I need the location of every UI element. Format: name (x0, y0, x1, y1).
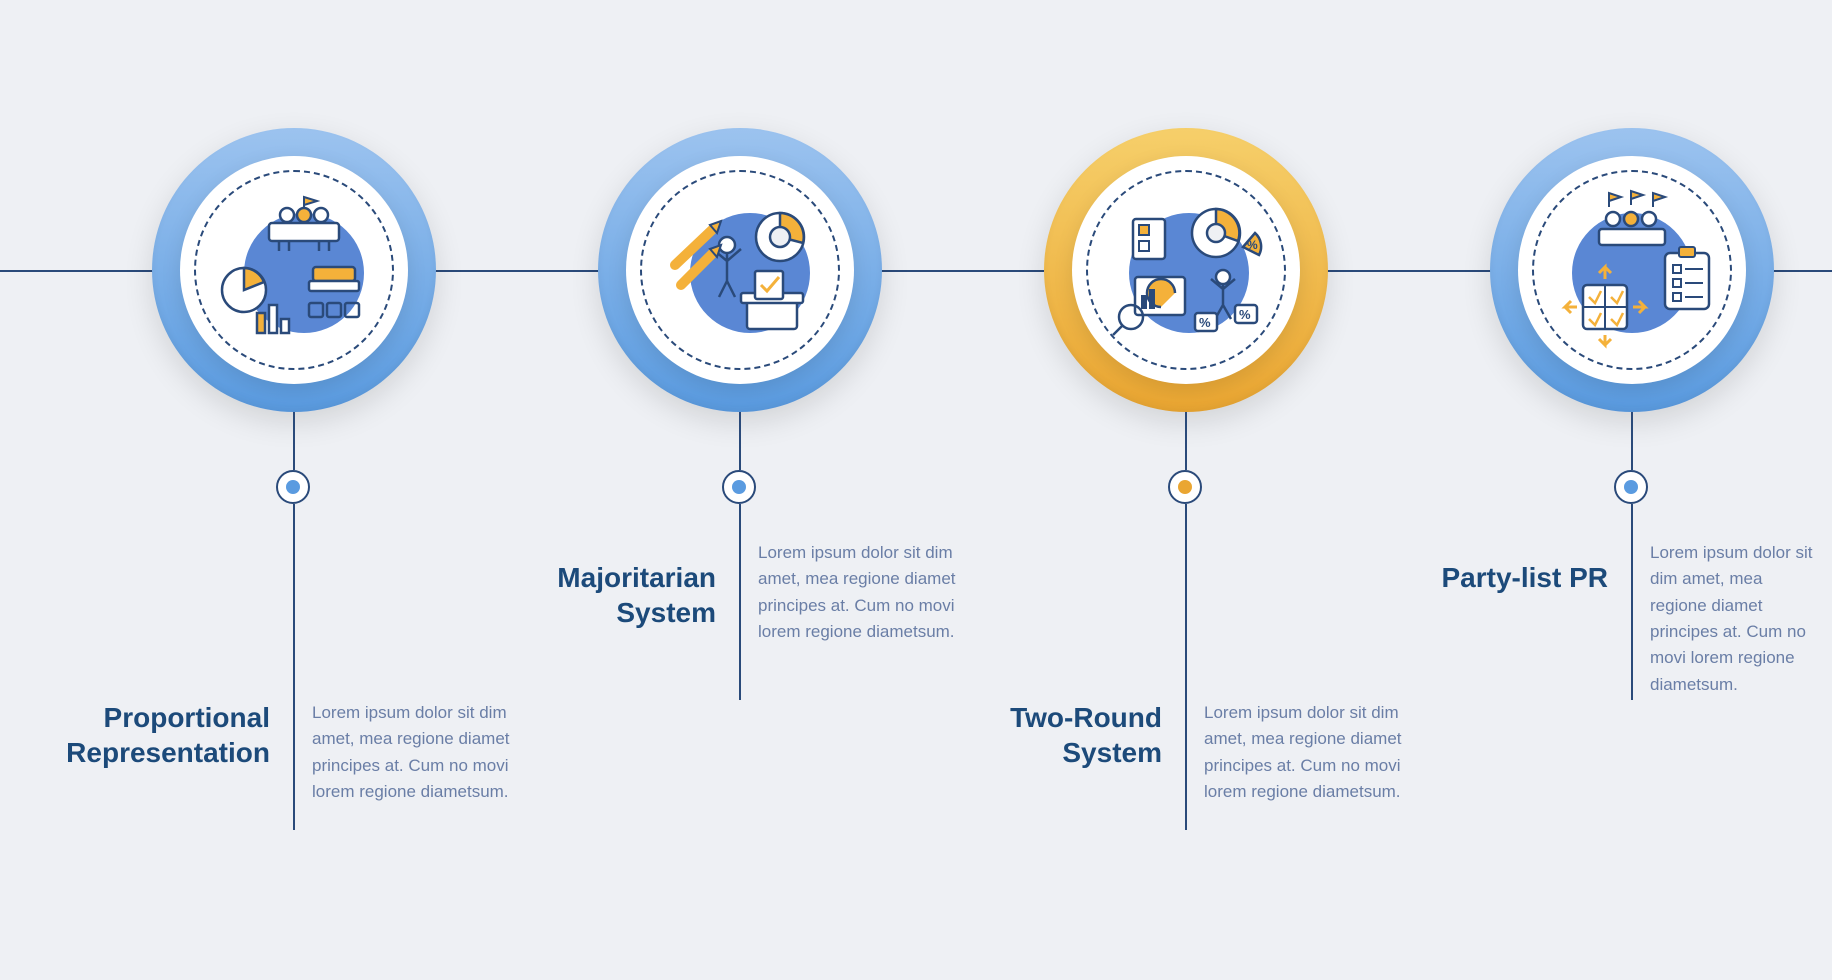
item-title: Two-Round System (912, 700, 1162, 770)
proportional-representation-icon (204, 180, 384, 360)
connector-line (1770, 270, 1832, 272)
bullet-marker (1614, 470, 1648, 504)
bullet-marker (1168, 470, 1202, 504)
node-two-round-system: % % % (1044, 128, 1328, 412)
node-proportional-representation (152, 128, 436, 412)
two-round-system-icon: % % % (1096, 180, 1276, 360)
connector-stem (1631, 504, 1633, 700)
connector-stem (1185, 412, 1187, 470)
connector-stem (739, 504, 741, 700)
item-body: Lorem ipsum dolor sit dim amet, mea regi… (312, 700, 542, 805)
item-body: Lorem ipsum dolor sit dim amet, mea regi… (1204, 700, 1434, 805)
connector-stem (1185, 504, 1187, 830)
node-majoritarian-system (598, 128, 882, 412)
bullet-marker (722, 470, 756, 504)
connector-line (878, 270, 1044, 272)
connector-line (1324, 270, 1494, 272)
svg-text:%: % (1247, 238, 1258, 252)
item-title: Party-list PR (1358, 560, 1608, 595)
item-title: Majoritarian System (466, 560, 716, 630)
item-title: Proportional Representation (20, 700, 270, 770)
connector-line (0, 270, 155, 272)
majoritarian-system-icon (650, 180, 830, 360)
connector-stem (293, 504, 295, 830)
connector-line (430, 270, 600, 272)
item-body: Lorem ipsum dolor sit dim amet, mea regi… (758, 540, 988, 645)
node-party-list-pr (1490, 128, 1774, 412)
svg-text:%: % (1199, 315, 1211, 330)
connector-stem (293, 412, 295, 470)
party-list-pr-icon (1542, 180, 1722, 360)
item-body: Lorem ipsum dolor sit dim amet, mea regi… (1650, 540, 1820, 698)
svg-text:%: % (1239, 307, 1251, 322)
connector-stem (739, 412, 741, 470)
bullet-marker (276, 470, 310, 504)
connector-stem (1631, 412, 1633, 470)
